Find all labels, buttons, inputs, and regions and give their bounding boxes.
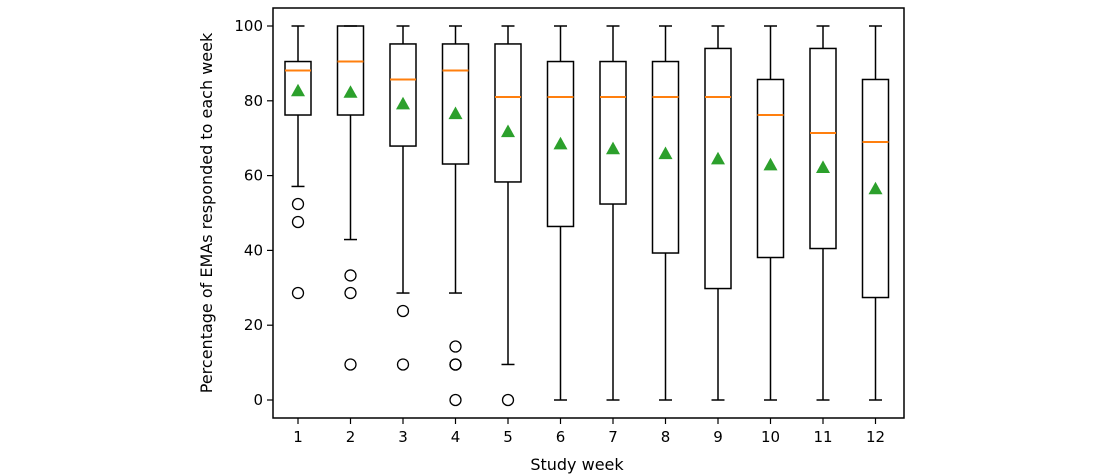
iqr-box [756, 78, 785, 259]
iqr-box [441, 43, 470, 165]
x-tick-label: 5 [503, 428, 513, 446]
mean-marker [396, 96, 410, 110]
outlier-point [449, 393, 462, 407]
x-tick-label: 3 [398, 428, 408, 446]
iqr-box [704, 47, 732, 290]
mean-marker [448, 106, 463, 120]
outlier-point [291, 286, 305, 300]
mean-marker [553, 136, 568, 150]
iqr-box [809, 47, 837, 250]
y-tick-label: 0 [253, 391, 263, 409]
outlier-point [449, 340, 462, 353]
x-tick-label: 7 [608, 428, 618, 446]
mean-marker [763, 157, 778, 171]
x-tick-label: 11 [813, 428, 832, 446]
mean-marker [291, 83, 305, 97]
mean-marker [606, 141, 620, 155]
x-axis-label: Study week [530, 455, 624, 474]
iqr-box [546, 60, 575, 228]
outlier-point [344, 358, 357, 371]
y-tick-label: 100 [234, 17, 263, 35]
mean-marker [868, 181, 883, 195]
x-tick-label: 6 [556, 428, 566, 446]
outlier-point [449, 358, 462, 371]
mean-marker [658, 146, 673, 160]
x-tick-label: 12 [866, 428, 885, 446]
x-tick-label: 10 [761, 428, 780, 446]
x-tick-label: 2 [346, 428, 356, 446]
mean-marker [711, 151, 725, 165]
outlier-point [501, 393, 515, 407]
iqr-box [651, 60, 680, 254]
x-tick-label: 1 [293, 428, 303, 446]
iqr-box [861, 78, 890, 299]
iqr-box [599, 60, 627, 205]
outlier-point [344, 269, 357, 282]
iqr-box [336, 25, 365, 116]
mean-marker [816, 160, 830, 173]
outlier-point [396, 358, 410, 371]
plot-frame [272, 7, 905, 419]
y-tick-label: 60 [244, 167, 263, 185]
outlier-point [396, 304, 410, 318]
mean-marker [501, 124, 515, 138]
x-tick-label: 8 [661, 428, 671, 446]
y-axis-label: Percentage of EMAs responded to each wee… [197, 32, 216, 393]
iqr-box [284, 60, 312, 116]
y-tick-label: 20 [244, 316, 263, 334]
y-tick-label: 40 [244, 241, 263, 259]
y-tick-label: 80 [244, 92, 263, 110]
iqr-box [494, 43, 522, 183]
outlier-point [291, 197, 305, 211]
mean-marker [343, 85, 358, 98]
outlier-point [291, 215, 305, 229]
iqr-box [389, 43, 417, 147]
x-tick-label: 9 [713, 428, 723, 446]
outlier-point [344, 286, 357, 300]
x-tick-label: 4 [451, 428, 461, 446]
